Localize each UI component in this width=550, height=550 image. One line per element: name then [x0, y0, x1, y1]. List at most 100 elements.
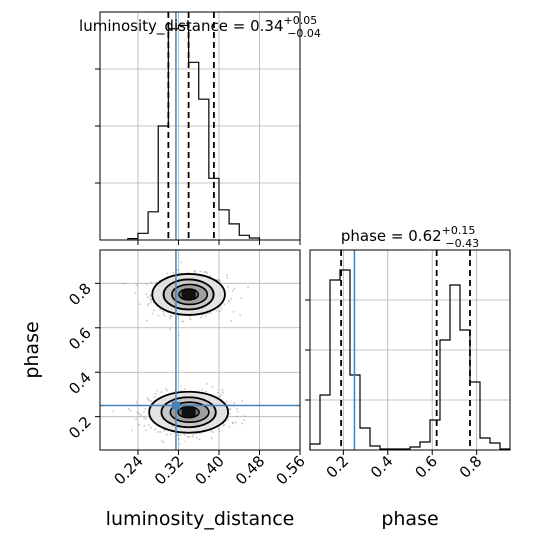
contour-line [148, 390, 229, 434]
scatter-point [176, 269, 179, 271]
scatter-point [198, 438, 201, 440]
scatter-point [150, 426, 152, 429]
scatter-point [229, 408, 232, 411]
scatter-point [179, 434, 181, 436]
scatter-point [236, 411, 239, 413]
x-tick-label: 0.8 [456, 452, 486, 482]
scatter-point [169, 317, 171, 320]
scatter-point [232, 311, 235, 313]
histogram-bin [189, 62, 199, 240]
scatter-point [145, 418, 147, 420]
scatter-point [201, 388, 204, 391]
scatter-point [233, 287, 235, 290]
scatter-point [225, 401, 228, 403]
scatter-point [166, 272, 169, 275]
scatter-point [180, 385, 182, 387]
scatter-point [243, 419, 245, 422]
scatter-point [219, 395, 222, 398]
scatter-point [218, 430, 221, 433]
scatter-point [143, 417, 146, 419]
x-tick-label: 0.48 [232, 452, 268, 488]
scatter-point [156, 389, 158, 392]
histogram-bin [420, 442, 430, 450]
scatter-point [241, 422, 243, 425]
scatter-point [222, 424, 225, 427]
scatter-point [219, 280, 221, 282]
x-axis-label-luminosity-distance: luminosity_distance [106, 508, 295, 530]
histogram-bin [430, 420, 440, 450]
scatter-point [226, 277, 229, 279]
scatter-point [134, 292, 137, 294]
scatter-point [131, 429, 133, 432]
scatter-point [145, 293, 148, 296]
scatter-point [234, 421, 237, 424]
scatter-point [177, 438, 180, 440]
scatter-point [148, 302, 150, 305]
scatter-point [165, 388, 167, 390]
scatter-point [218, 278, 220, 281]
scatter-point [187, 271, 190, 274]
scatter-point [129, 409, 132, 412]
scatter-point [166, 433, 168, 436]
scatter-point [180, 261, 182, 264]
scatter-point [135, 284, 138, 286]
scatter-point [219, 310, 221, 313]
scatter-point [159, 308, 161, 310]
scatter-point [232, 289, 234, 292]
scatter-point [183, 434, 186, 436]
histogram-bin [330, 280, 340, 450]
histogram-bin [178, 25, 188, 240]
scatter-point [181, 320, 183, 323]
scatter-point [232, 421, 234, 424]
histogram-bin [490, 443, 500, 450]
contour-line [162, 278, 215, 311]
scatter-point [223, 303, 226, 306]
scatter-point [229, 412, 231, 415]
y-axis-label-phase: phase [21, 321, 43, 378]
scatter-point [150, 295, 153, 297]
scatter-point [184, 440, 187, 443]
histogram-bin [460, 330, 470, 450]
scatter-point [151, 312, 154, 315]
histogram-bin [450, 285, 460, 450]
scatter-point [148, 424, 150, 426]
scatter-point [149, 297, 152, 300]
scatter-point [226, 274, 228, 276]
truth-marker [171, 401, 180, 410]
scatter-point [220, 307, 223, 309]
scatter-point [169, 328, 171, 330]
scatter-point [146, 319, 148, 322]
scatter-point [228, 408, 231, 410]
x-tick-label: 0.6 [411, 452, 441, 482]
scatter-point [222, 391, 224, 394]
scatter-point [163, 312, 165, 315]
histogram-bin [320, 395, 330, 450]
scatter-point [201, 314, 204, 317]
scatter-point [163, 429, 165, 432]
histogram-bin [370, 446, 380, 450]
scatter-point [112, 410, 115, 413]
scatter-point [150, 301, 153, 304]
scatter-point [199, 270, 202, 273]
scatter-point [162, 441, 165, 444]
scatter-point [147, 296, 149, 299]
scatter-point [145, 283, 148, 286]
scatter-point [228, 426, 231, 428]
y-tick-label: 0.6 [65, 324, 95, 354]
scatter-point [206, 272, 208, 275]
histogram-step-line [309, 269, 511, 450]
scatter-point [228, 300, 230, 303]
histogram-bin [229, 224, 239, 240]
contour-line [169, 401, 210, 424]
scatter-point [205, 315, 207, 317]
scatter-point [189, 318, 192, 321]
scatter-point [247, 286, 249, 288]
scatter-point [235, 415, 238, 418]
histogram-bin [480, 438, 490, 450]
scatter-point [203, 271, 206, 273]
scatter-point [223, 423, 226, 426]
scatter-point [205, 390, 208, 393]
scatter-point [159, 431, 161, 433]
scatter-point [210, 430, 212, 432]
scatter-point [216, 309, 218, 312]
